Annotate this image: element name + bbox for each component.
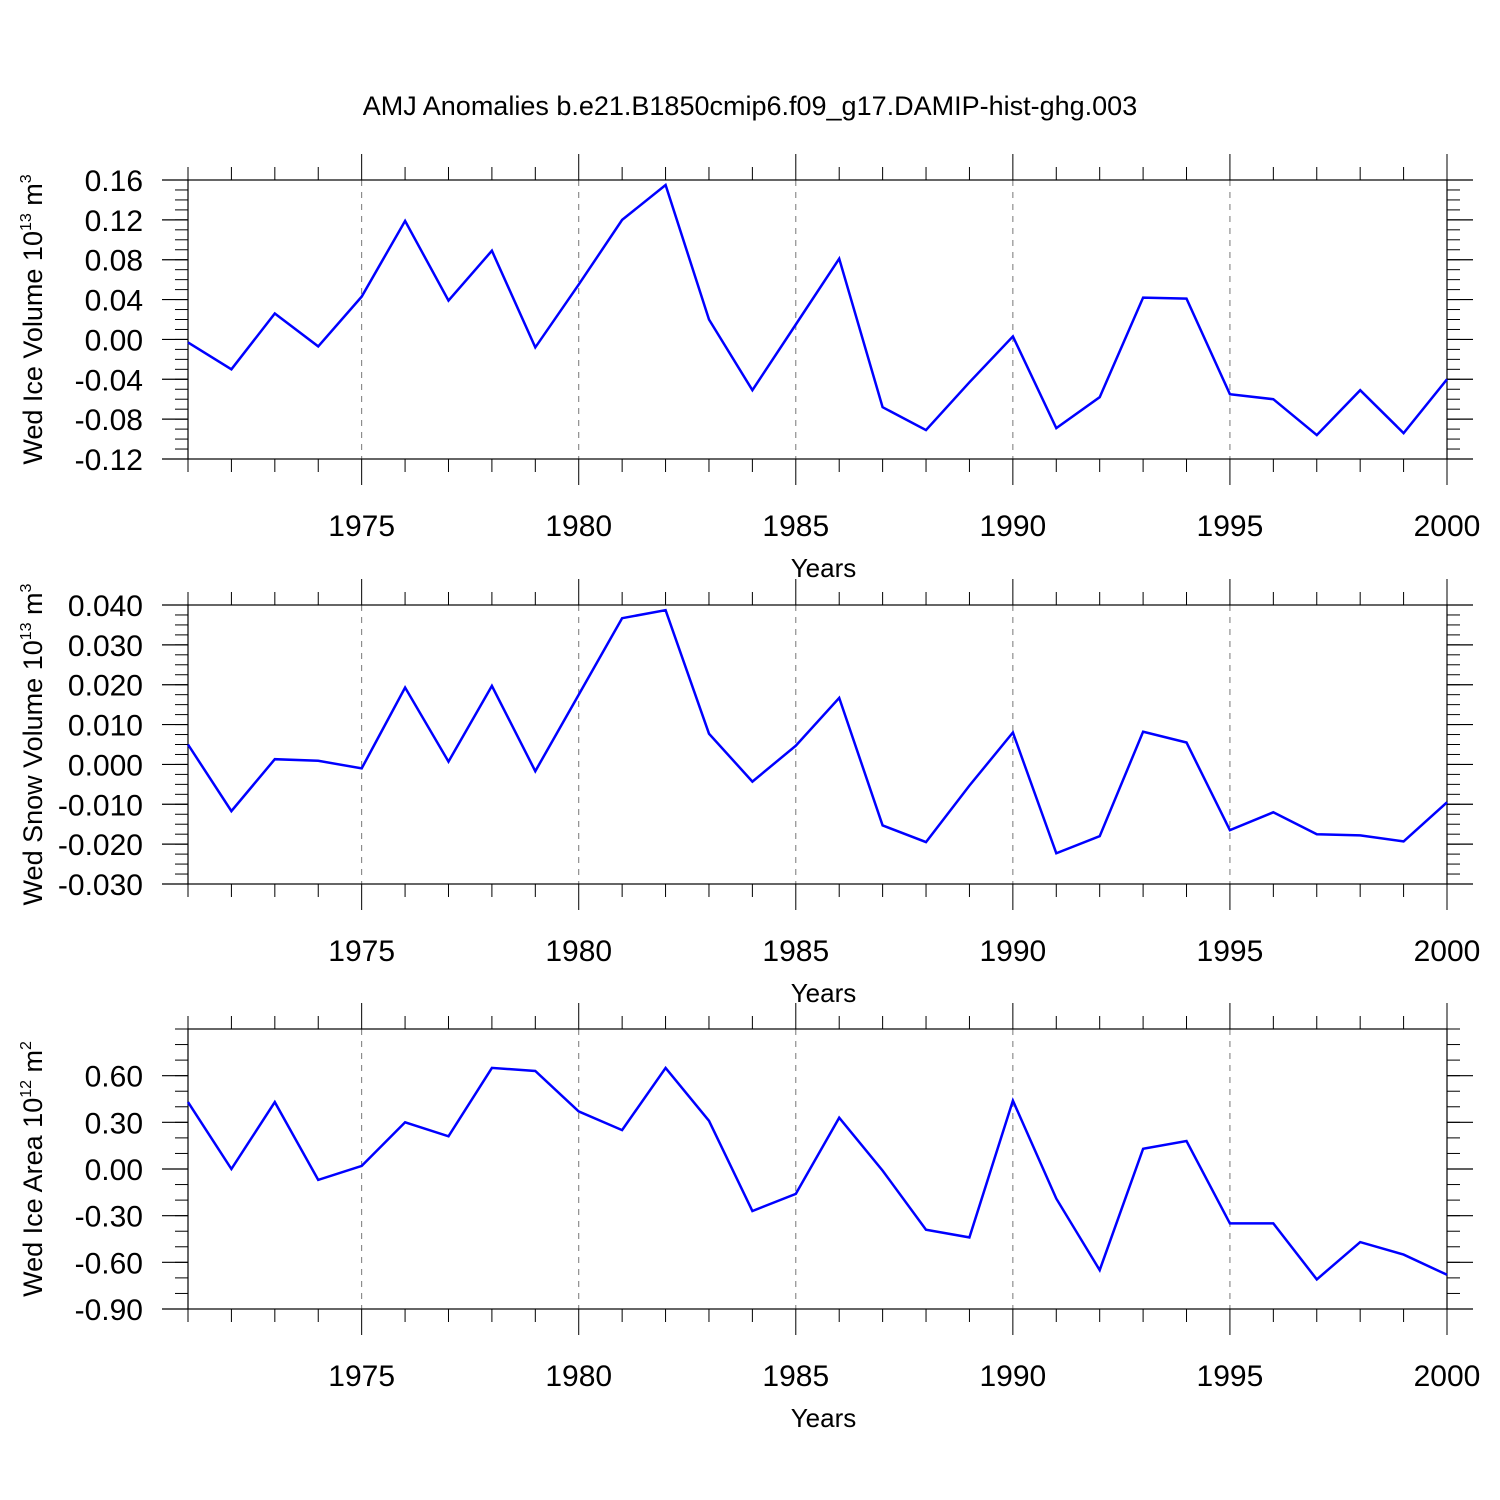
- y-tick-label: -0.08: [75, 404, 143, 437]
- plot-frame: [187, 179, 1448, 460]
- x-tick-label: 1985: [762, 510, 829, 543]
- plot-frame: [187, 604, 1448, 885]
- y-tick-label: -0.04: [75, 364, 143, 397]
- x-tick-label: 1975: [328, 935, 395, 968]
- series-line: [186, 1065, 1448, 1282]
- y-tick-label: -0.90: [75, 1294, 143, 1327]
- y-tick-label: 0.08: [85, 245, 143, 278]
- y-tick-label: 0.030: [68, 630, 143, 663]
- x-tick-label: 1995: [1197, 935, 1264, 968]
- y-tick-label: -0.60: [75, 1247, 143, 1280]
- x-tick-label: 1990: [979, 935, 1046, 968]
- y-tick-label: 0.00: [85, 1154, 143, 1187]
- x-tick-label: 1985: [762, 935, 829, 968]
- y-tick-label: 0.30: [85, 1107, 143, 1140]
- y-tick-label: 0.16: [85, 165, 143, 198]
- x-tick-label: 2000: [1414, 510, 1481, 543]
- plot-frame: [187, 1028, 1448, 1310]
- y-axis-label: Wed Snow Volume 1013 m3: [18, 583, 48, 905]
- x-tick-label: 1975: [328, 1360, 395, 1393]
- x-tick-label: 1980: [545, 510, 612, 543]
- y-tick-label: -0.30: [75, 1201, 143, 1234]
- y-tick-label: -0.030: [58, 869, 143, 902]
- panel-1: -0.12 -0.08 -0.04 0.00 0.04 0.08 0.12 0.16 1975 1…: [18, 154, 1480, 583]
- y-tick-label: -0.12: [75, 444, 143, 477]
- x-tick-label: 1990: [979, 510, 1046, 543]
- series-line: [186, 608, 1448, 855]
- y-tick-label: 0.040: [68, 590, 143, 623]
- y-tick-label: 0.60: [85, 1061, 143, 1094]
- x-tick-label: 2000: [1414, 935, 1481, 968]
- x-tick-label: 1980: [545, 935, 612, 968]
- x-tick-label: 1995: [1197, 1360, 1264, 1393]
- y-tick-label: 0.12: [85, 205, 143, 238]
- x-axis-label: Years: [791, 978, 857, 1008]
- y-tick-label: 0.020: [68, 670, 143, 703]
- x-axis-label: Years: [791, 553, 857, 583]
- y-tick-label: 0.04: [85, 285, 143, 318]
- y-tick-label: -0.020: [58, 829, 143, 862]
- panel-3: -0.90 -0.60 -0.30 0.00 0.30 0.60 1975 1980 1985 1…: [18, 1003, 1480, 1433]
- y-tick-label: 0.00: [85, 324, 143, 357]
- y-tick-label: -0.010: [58, 789, 143, 822]
- x-tick-label: 1990: [979, 1360, 1046, 1393]
- x-tick-label: 1975: [328, 510, 395, 543]
- x-tick-label: 1985: [762, 1360, 829, 1393]
- x-tick-label: 1980: [545, 1360, 612, 1393]
- x-tick-label: 2000: [1414, 1360, 1481, 1393]
- series-line: [187, 182, 1448, 437]
- x-tick-label: 1995: [1197, 510, 1264, 543]
- x-axis-label: Years: [791, 1403, 857, 1433]
- y-tick-label: 0.010: [68, 710, 143, 743]
- y-tick-label: 0.000: [68, 749, 143, 782]
- y-axis-label: Wed Ice Volume 1013 m3: [18, 174, 48, 464]
- y-axis-label: Wed Ice Area 1012 m2: [18, 1041, 48, 1297]
- chart-title: AMJ Anomalies b.e21.B1850cmip6.f09_g17.D…: [363, 91, 1137, 121]
- panel-2: -0.030 -0.020 -0.010 0.000 0.010 0.020 0.030 0.…: [18, 579, 1480, 1008]
